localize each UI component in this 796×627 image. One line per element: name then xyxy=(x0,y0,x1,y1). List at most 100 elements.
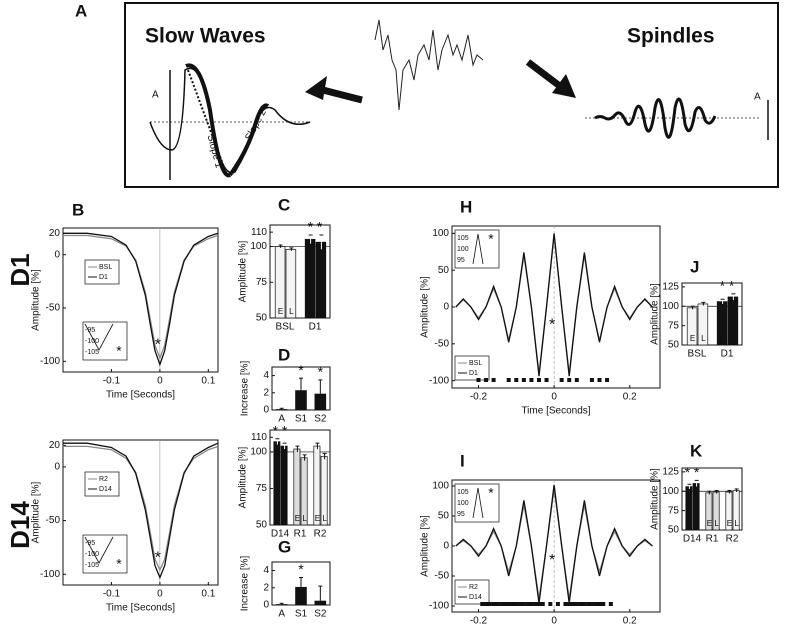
amp-label: A xyxy=(152,90,159,101)
x-tick-label: 0.2 xyxy=(623,616,637,627)
x-tick-label: -0.1 xyxy=(103,589,121,600)
legend-box xyxy=(454,355,490,381)
arrow-head xyxy=(552,74,576,98)
legend-label: BSL xyxy=(99,264,112,271)
bar-label: L xyxy=(289,307,294,316)
bar-label: L xyxy=(319,307,324,316)
significance-star: * xyxy=(155,337,161,354)
x-tick-label: 0 xyxy=(551,392,557,403)
panel-label: J xyxy=(690,257,699,276)
x-tick-label: A xyxy=(278,414,285,425)
inset-curve xyxy=(84,323,114,351)
bar xyxy=(273,441,281,526)
y-axis-label: Amplitude [%] xyxy=(31,481,42,543)
significance-marker xyxy=(491,602,496,606)
significance-marker xyxy=(601,602,606,606)
significance-marker xyxy=(518,602,523,606)
y-tick-label: 110 xyxy=(251,227,267,238)
y-axis-label: Amplitude [%] xyxy=(650,468,661,530)
series-line xyxy=(63,232,219,367)
y-tick-label: 50 xyxy=(668,525,680,536)
significance-marker xyxy=(476,378,481,382)
significance-marker xyxy=(484,602,489,606)
bar-label: L xyxy=(282,514,287,523)
series-line xyxy=(63,442,219,580)
bar xyxy=(314,600,327,605)
x-tick-label: 0 xyxy=(551,616,557,627)
slope1 xyxy=(185,63,231,178)
significance-star: * * xyxy=(720,278,735,294)
significance-marker xyxy=(499,602,504,606)
legend-box xyxy=(84,471,120,497)
significance-star: * xyxy=(549,552,555,569)
significance-marker xyxy=(529,602,534,606)
y-tick-label: 75 xyxy=(668,320,680,331)
inset-star: * xyxy=(116,343,122,359)
bar-label: E xyxy=(707,519,712,528)
x-tick-label: BSL xyxy=(688,349,707,360)
significance-marker xyxy=(563,602,568,606)
bar-label: E xyxy=(315,514,320,523)
x-tick-label: 0 xyxy=(157,589,163,600)
bar-label: E xyxy=(308,307,313,316)
y-tick-label: 50 xyxy=(668,340,680,351)
bar xyxy=(295,586,307,605)
series-line xyxy=(455,233,653,377)
significance-star: * xyxy=(318,364,324,380)
arrow-head xyxy=(305,76,327,100)
inset-curve xyxy=(84,536,114,564)
y-tick-label: -100 xyxy=(429,601,449,612)
bar-label: L xyxy=(701,334,706,343)
panel-label: C xyxy=(278,195,290,214)
inset-star: * xyxy=(116,556,122,572)
y-axis-label: Amplitude [%] xyxy=(31,269,42,331)
x-tick-label: BSL xyxy=(276,322,295,333)
significance-marker xyxy=(502,602,507,606)
y-axis-label: Increase [%] xyxy=(240,360,251,416)
x-tick-label: R1 xyxy=(706,534,719,545)
inset-box xyxy=(82,321,128,361)
significance-star: * xyxy=(298,561,304,577)
x-tick-label: D14 xyxy=(683,534,702,545)
panel-label: K xyxy=(690,441,703,460)
y-tick-label: 4 xyxy=(263,565,269,576)
inset-tick-label: 100 xyxy=(457,246,469,253)
inset-tick-label: 95 xyxy=(457,257,465,264)
y-tick-label: 4 xyxy=(263,370,269,381)
bar xyxy=(295,390,307,410)
inset-tick-label: -95 xyxy=(85,540,95,547)
legend-label: R2 xyxy=(469,584,478,591)
significance-marker xyxy=(491,378,496,382)
bar xyxy=(275,604,288,605)
panel-label: H xyxy=(460,197,472,216)
inset-tick-label: -105 xyxy=(85,349,99,356)
inset-tick-label: -105 xyxy=(85,562,99,569)
inset-curve xyxy=(472,233,484,265)
panel-label: D xyxy=(278,345,290,364)
legend-label: D14 xyxy=(99,486,112,493)
y-tick-label: 20 xyxy=(49,440,61,451)
amp-label: A xyxy=(754,92,761,103)
significance-marker xyxy=(540,602,545,606)
significance-marker xyxy=(544,378,549,382)
legend-label: D1 xyxy=(469,370,478,377)
legend-label: BSL xyxy=(469,360,482,367)
significance-star: * xyxy=(298,362,304,378)
inset-curve xyxy=(472,487,484,519)
y-tick-label: 125 xyxy=(662,467,679,478)
x-tick-label: D14 xyxy=(271,529,290,540)
significance-marker xyxy=(521,378,526,382)
y-tick-label: 0 xyxy=(443,302,449,313)
x-axis-label: Time [Seconds] xyxy=(521,406,590,417)
y-tick-label: -100 xyxy=(40,569,60,580)
y-tick-label: 125 xyxy=(662,282,679,293)
bar-label: E xyxy=(690,334,695,343)
significance-marker xyxy=(574,378,579,382)
significance-star: * xyxy=(155,549,161,566)
y-tick-label: 2 xyxy=(263,582,269,593)
inset-tick-label: 100 xyxy=(457,500,469,507)
significance-marker xyxy=(521,602,526,606)
inset-tick-label: -100 xyxy=(85,551,99,558)
panel-label: B xyxy=(72,200,84,219)
